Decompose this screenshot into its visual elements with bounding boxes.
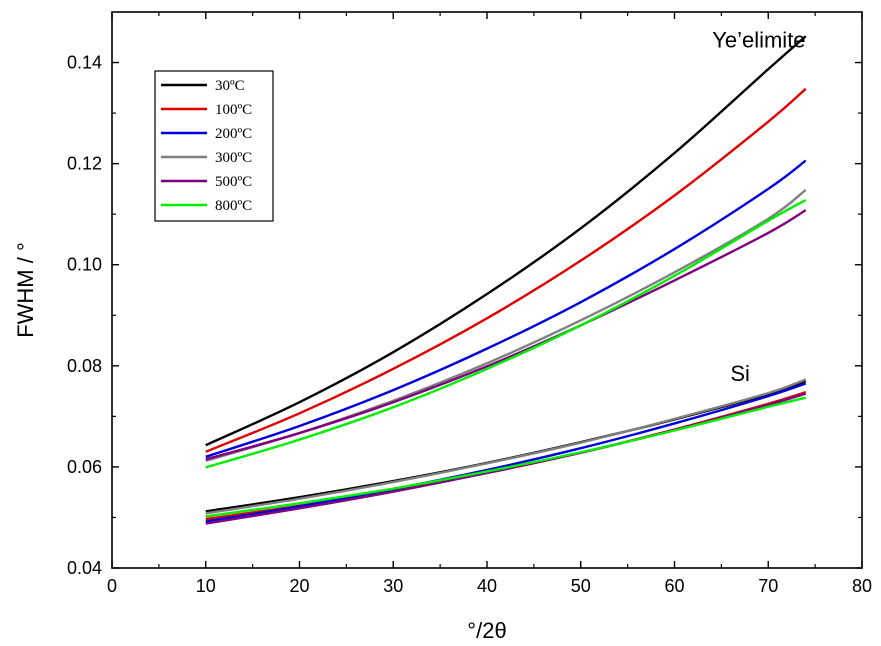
legend-label-300c: 300ºC (215, 150, 252, 166)
axis-ticks: 0 10 20 30 40 50 60 70 80 0.04 0.06 0.08 0.10 0.12 0.1… (67, 12, 872, 596)
series-line-yeelimite-800c (205, 198, 807, 469)
x-tick-label: 50 (571, 576, 591, 596)
y-tick-label: 0.10 (67, 255, 102, 275)
x-tick-label: 30 (383, 576, 403, 596)
series-lines (205, 35, 807, 525)
annotations: Ye’elimite Si (712, 27, 805, 386)
x-tick-label: 70 (758, 576, 778, 596)
si-annotation: Si (730, 361, 750, 386)
legend: 30ºC 100ºC 200ºC 300ºC 500ºC 800ºC (154, 70, 274, 222)
x-tick-label: 60 (664, 576, 684, 596)
legend-label-200c: 200ºC (215, 126, 252, 142)
legend-label-100c: 100ºC (215, 102, 252, 118)
x-tick-label: 0 (107, 576, 117, 596)
legend-label-800c: 800ºC (215, 198, 252, 214)
x-tick-label: 10 (196, 576, 216, 596)
legend-label-30c: 30ºC (215, 78, 245, 94)
y-axis-title: FWHM / ° (13, 242, 38, 338)
x-tick-label: 80 (852, 576, 872, 596)
x-tick-label: 20 (289, 576, 309, 596)
series-line-yeelimite-500c (205, 209, 807, 461)
series-line-si-800c (205, 396, 807, 518)
y-tick-label: 0.04 (67, 558, 102, 578)
x-tick-label: 40 (477, 576, 497, 596)
y-tick-label: 0.12 (67, 154, 102, 174)
series-line-si-30c (205, 379, 807, 513)
legend-label-500c: 500ºC (215, 174, 252, 190)
x-axis-title: °/2θ (467, 618, 506, 643)
series-line-yeelimite-100c (205, 87, 807, 453)
y-tick-label: 0.08 (67, 356, 102, 376)
legend-box (154, 70, 274, 222)
y-tick-label: 0.14 (67, 53, 102, 73)
y-tick-label: 0.06 (67, 457, 102, 477)
series-line-si-300c (205, 378, 807, 515)
series-line-yeelimite-30c (205, 35, 807, 447)
series-line-yeelimite-200c (205, 159, 807, 458)
yeelimite-annotation: Ye’elimite (712, 27, 805, 52)
plot-area-frame (111, 11, 863, 569)
series-line-si-200c (205, 382, 807, 523)
